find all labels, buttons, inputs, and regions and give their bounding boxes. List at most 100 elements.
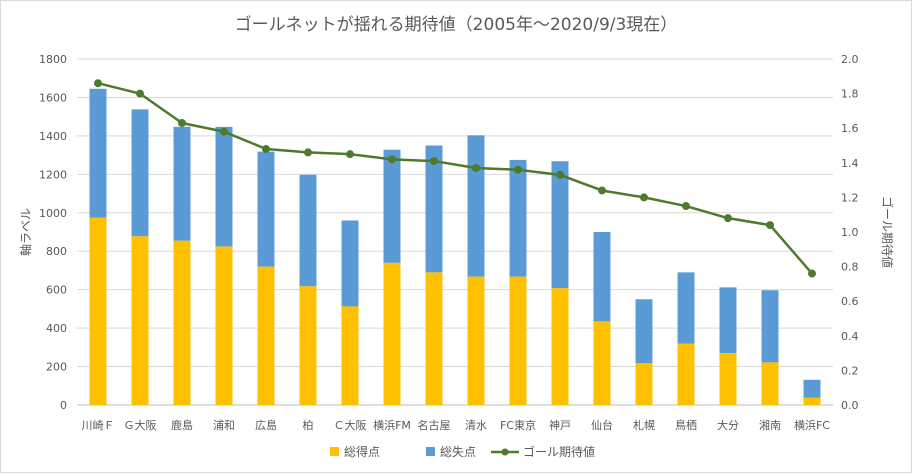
bar-goals-against [677,272,695,344]
bar-goals-against [257,151,275,267]
bar-goals-for [257,266,275,405]
expected-value-point [766,221,774,230]
bar-goals-for [131,236,149,405]
expected-value-point [94,79,102,88]
expected-value-point [640,193,648,202]
y2-tick-label: 0.4 [841,330,859,343]
bar-goals-for [761,362,779,405]
x-tick-label: 清水 [465,419,487,432]
expected-value-point [304,148,312,157]
bar-goals-against [635,299,653,364]
bar-goals-against [131,109,149,237]
x-tick-label: Ｇ大阪 [124,418,157,432]
expected-value-point [430,157,438,166]
y-tick-label: 1800 [39,53,67,66]
x-tick-label: 神戸 [549,418,571,432]
bar-goals-against [761,290,779,363]
x-tick-label: 札幌 [633,418,655,432]
legend: 総得点 総失点 ゴール期待値 [330,444,595,459]
x-tick-label: Ｃ大阪 [334,418,367,432]
bar-goals-against [509,159,527,277]
y-tick-label: 200 [46,361,67,374]
y-axis-left: 0 200 400 600 800 1000 1200 1400 1600 1800 [39,53,67,412]
y2-tick-label: 0.2 [841,364,859,377]
expected-value-point [472,163,480,172]
bar-goals-for [635,363,653,405]
legend-label-expected: ゴール期待値 [523,444,595,459]
y-tick-label: 600 [46,284,67,297]
legend-swatch-goals-for [330,447,339,456]
x-tick-label: 浦和 [213,419,235,432]
x-tick-label: FC東京 [500,418,536,432]
y-tick-label: 0 [60,399,67,412]
x-tick-label: 横浜FC [794,418,830,432]
x-tick-label: 横浜FM [373,418,411,432]
bar-goals-against [383,149,401,263]
x-tick-label: 川崎Ｆ [82,418,115,432]
expected-value-point [220,127,228,136]
x-axis: 川崎Ｆ Ｇ大阪 鹿島 浦和 広島 柏 Ｃ大阪 横浜FM 名古屋 清水 FC東京 神戸 仙台 札幌 鳥栖 大分 湘… [82,418,831,432]
bar-goals-against [341,220,359,307]
y2-tick-label: 0.6 [841,295,859,308]
expected-value-point [682,202,690,211]
bar-goals-against [719,287,737,354]
legend-swatch-goals-against [426,447,435,456]
expected-value-point [724,214,732,223]
bar-goals-for [299,286,317,405]
x-tick-label: 広島 [255,418,277,432]
bar-goals-for [215,246,233,405]
bar-goals-for [383,262,401,405]
legend-label-goals-for: 総得点 [344,444,380,459]
bar-goals-against [551,161,569,289]
bar-goals-for [173,240,191,405]
y2-tick-label: 1.2 [841,191,859,204]
y2-tick-label: 1.4 [841,157,859,170]
expected-value-point [346,150,354,159]
bar-goals-against [173,126,191,241]
expected-value-point [136,89,144,98]
x-tick-label: 鹿島 [171,418,193,432]
y-tick-label: 1600 [39,91,67,104]
bar-goals-for [509,276,527,405]
expected-value-point [178,119,186,128]
expected-value-point [514,165,522,174]
y2-tick-label: 1.8 [841,88,859,101]
expected-value-point [808,269,816,278]
chart-title: ゴールネットが揺れる期待値（2005年～2020/9/3現在） [235,14,678,35]
x-tick-label: 大分 [717,418,739,432]
y-tick-label: 400 [46,322,67,335]
expected-value-series-line [97,82,813,275]
y-tick-label: 800 [46,245,67,258]
y-tick-label: 1200 [39,168,67,181]
bar-goals-for [593,321,611,405]
bars [89,88,821,405]
y2-tick-label: 0.0 [841,399,859,412]
y-tick-label: 1000 [39,207,67,220]
x-tick-label: 仙台 [591,418,613,432]
legend-swatch-expected-marker [501,448,509,456]
bar-goals-against [89,88,107,218]
y2-tick-label: 2.0 [841,53,859,66]
expected-value-point [262,144,270,153]
bar-goals-for [89,217,107,405]
y2-tick-label: 1.0 [841,226,859,239]
bar-goals-for [803,397,821,405]
y-axis-label: 軸ラベル [19,208,33,256]
x-tick-label: 名古屋 [418,418,451,432]
bar-goals-for [677,343,695,405]
x-tick-label: 柏 [303,418,314,432]
bar-goals-against [593,232,611,322]
expected-value-point [388,155,396,164]
legend-label-goals-against: 総失点 [440,444,476,459]
expected-value-line [94,79,816,278]
y2-tick-label: 1.6 [841,122,859,135]
bar-goals-against [425,145,443,273]
bar-goals-against [467,135,485,277]
bar-goals-against [803,379,821,398]
bar-goals-for [719,353,737,405]
bar-goals-for [341,306,359,405]
y2-axis-label: ゴール期待値 [880,196,895,268]
bar-goals-against [215,126,233,247]
